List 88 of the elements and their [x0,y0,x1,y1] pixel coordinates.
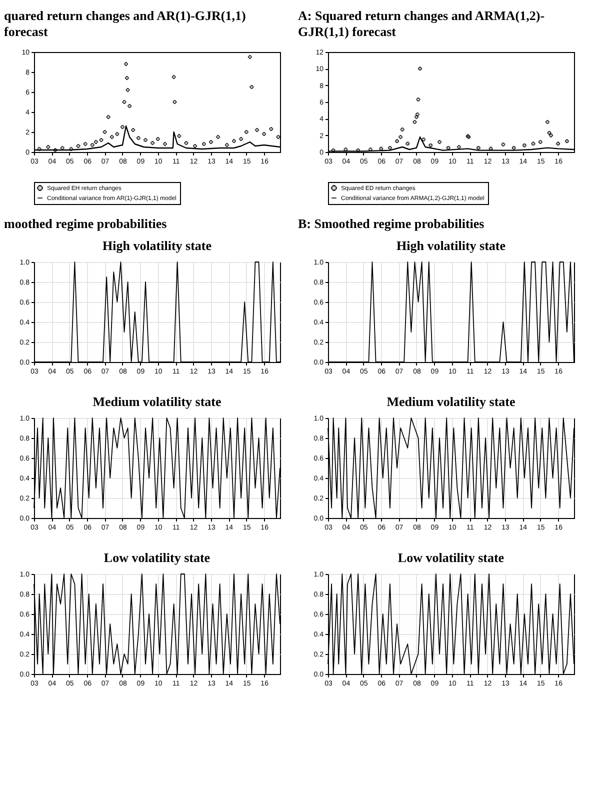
point [549,133,553,138]
point [126,88,130,92]
point [428,143,433,148]
point [531,142,536,146]
line-series [34,418,280,518]
point [150,141,154,145]
point [172,75,176,79]
point [269,127,274,131]
point [501,142,506,146]
point [422,138,426,142]
point [457,145,461,149]
point [239,137,243,141]
point [388,146,392,150]
point [379,146,383,151]
point [76,144,80,148]
point [262,132,266,136]
point [156,137,160,141]
point [60,146,64,150]
point [209,140,213,144]
point [120,125,124,129]
point [94,140,98,144]
point [136,136,140,140]
point [276,135,280,139]
point [225,143,229,147]
point [144,138,148,142]
point [102,130,107,134]
point [83,142,88,146]
point [546,120,550,124]
point [250,85,254,89]
point [412,120,417,124]
point [522,143,526,148]
point [547,130,552,135]
point [131,128,135,132]
point [406,142,410,146]
line-series [328,418,574,518]
point [46,145,50,149]
point [415,112,420,116]
point [400,128,404,132]
point [90,143,94,147]
point [125,76,129,80]
point [512,146,516,150]
point [99,138,104,142]
point [69,147,74,151]
point [255,128,259,132]
chart-title: Medium volatility state [386,394,516,409]
point [344,148,348,152]
point [202,142,206,146]
line-series [328,574,574,674]
line-series [34,574,280,674]
point [416,98,420,102]
point [177,134,182,138]
point [538,140,542,144]
point [356,148,360,152]
point [565,139,569,144]
chart-title: moothed regime probabilities [4,216,168,232]
point [106,115,110,119]
point [476,146,480,150]
point [395,139,399,144]
point [172,100,177,104]
chart-title: A: Squared return changes and ARMA(1,2)-GJR(1,1) forecast [298,8,546,40]
chart-title: B: Smoothed regime probabilities [298,216,486,232]
point [232,139,236,143]
point [115,132,120,136]
point [248,55,252,59]
chart-subtitle: High volatility state [396,238,506,253]
point [331,148,336,152]
point [184,141,188,145]
chart-title: Medium volatility state [92,394,222,409]
chart-title: Low volatility state [398,550,504,565]
point [216,135,220,139]
point [124,62,128,66]
chart-subtitle: High volatility state [102,238,212,253]
point [398,135,402,139]
point [110,135,114,139]
point [37,147,42,151]
point [244,130,248,134]
point [53,148,58,152]
point [193,144,197,148]
chart-title: Low volatility state [104,550,210,565]
point [414,115,418,119]
point [163,142,167,146]
point [122,100,126,104]
chart-title: quared return changes and AR(1)-GJR(1,1) forecast [4,8,247,40]
point [128,104,132,108]
point [438,140,442,144]
point [556,142,560,146]
point [418,66,422,71]
point [446,146,450,150]
